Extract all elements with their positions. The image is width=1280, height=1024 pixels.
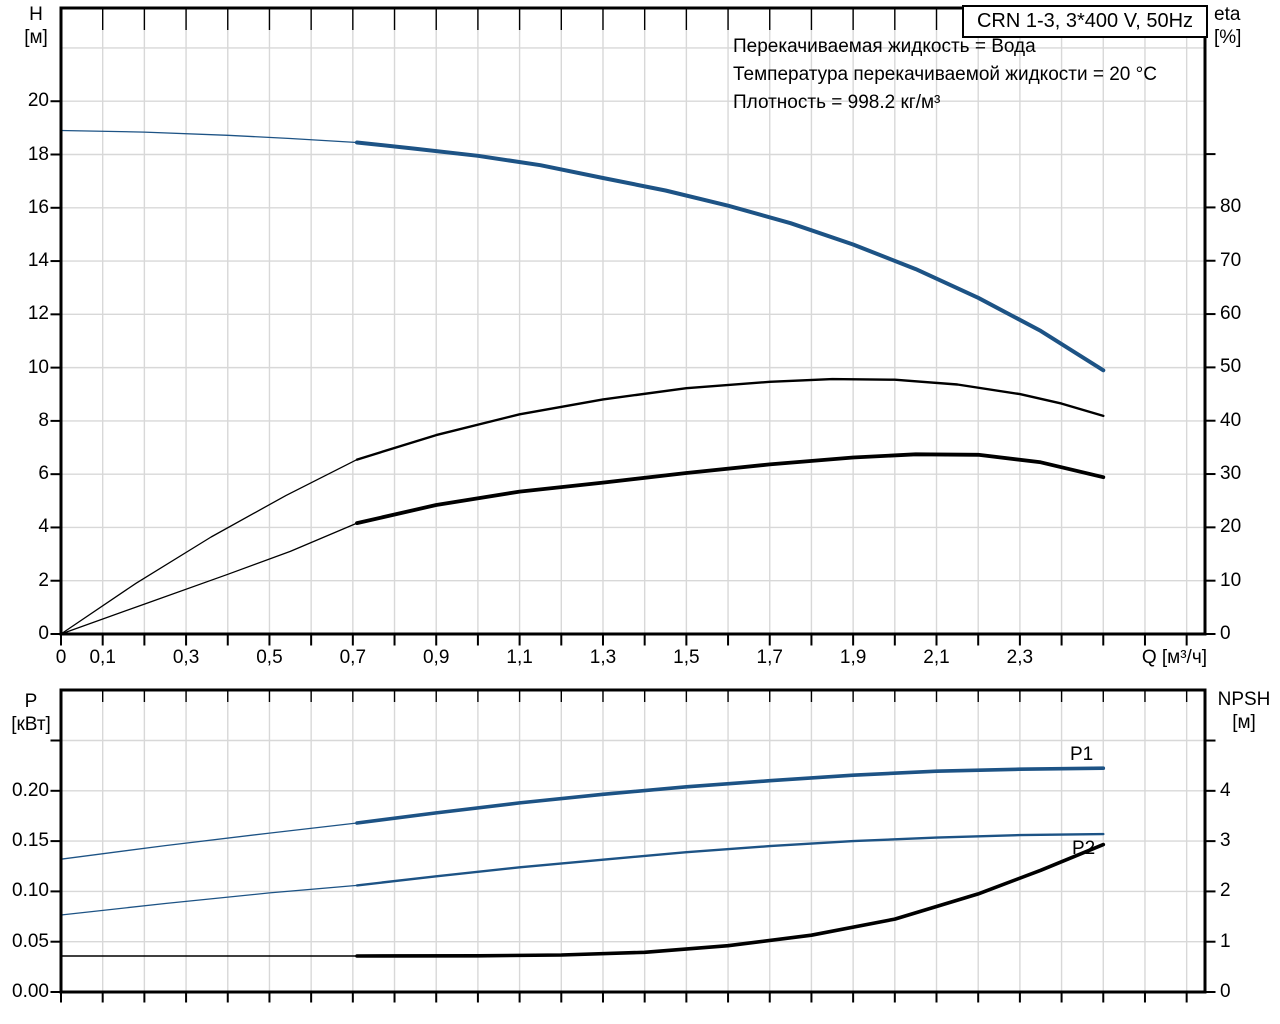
eta-curve-lower (60, 522, 358, 635)
chart-frame (59, 6, 1207, 636)
chart-frame (59, 688, 1207, 994)
eta-curve-lower (355, 452, 1106, 525)
eta-curve-upper (355, 377, 1105, 461)
eta-curve-upper (60, 458, 358, 635)
H-curve (60, 129, 358, 144)
H-curve (355, 140, 1106, 373)
P1-curve (60, 822, 358, 860)
P1-curve (355, 766, 1106, 825)
P2-curve (355, 832, 1105, 887)
NPSH-curve (355, 842, 1106, 958)
P2-curve (60, 884, 358, 916)
